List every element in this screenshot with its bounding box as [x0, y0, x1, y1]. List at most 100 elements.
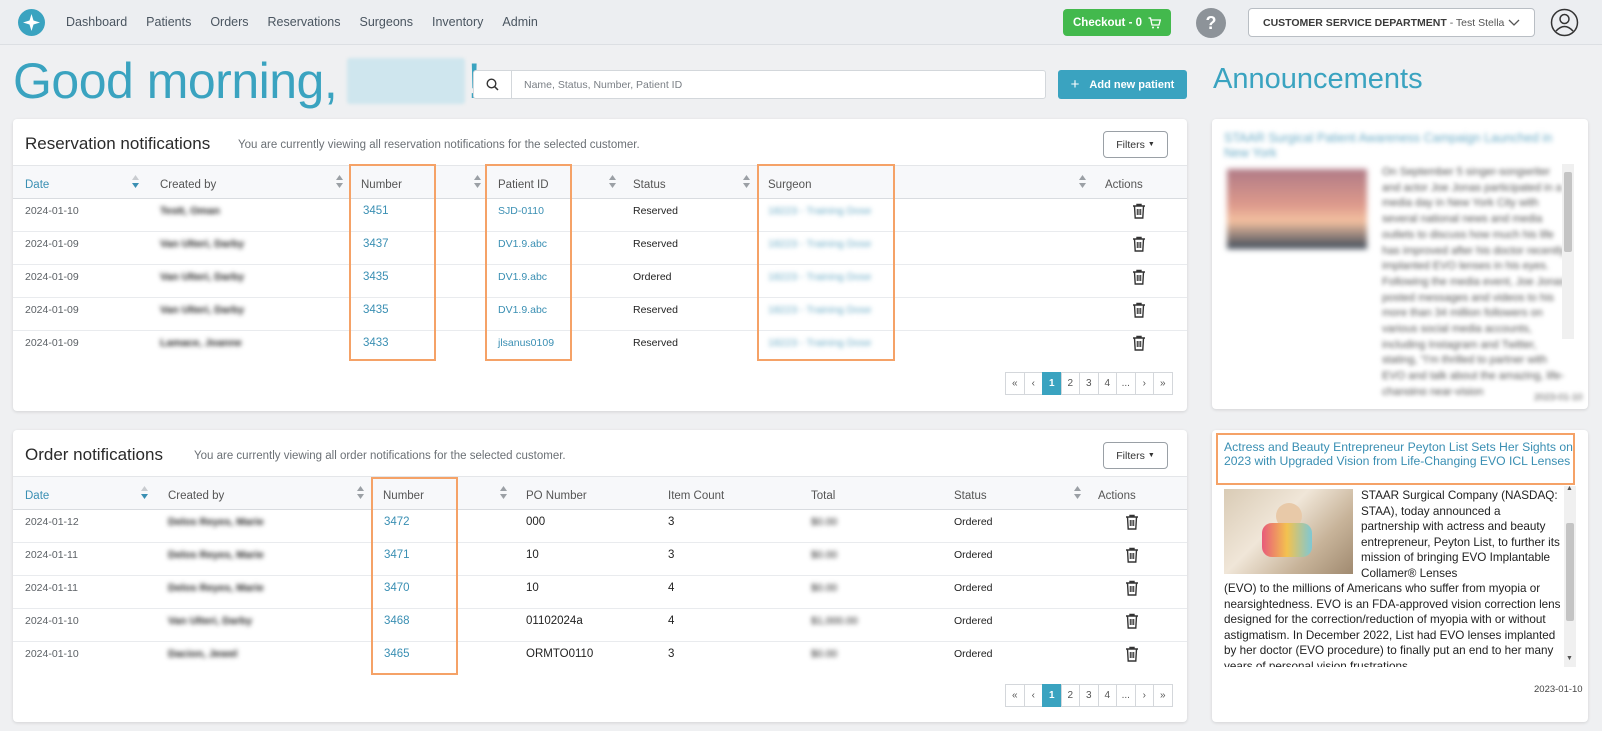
- col-date[interactable]: Date: [25, 179, 50, 191]
- row-patient-id-link[interactable]: DV1.9.abc: [498, 304, 548, 316]
- col-number[interactable]: Number: [383, 490, 424, 502]
- col-status[interactable]: Status: [633, 179, 666, 191]
- announcement-headline-link[interactable]: STAAR Surgical Patient Awareness Campaig…: [1224, 131, 1553, 160]
- row-date: 2024-01-09: [25, 271, 79, 283]
- trash-icon[interactable]: [1125, 613, 1139, 629]
- scroll-down-icon[interactable]: ▼: [1566, 655, 1573, 662]
- table-row[interactable]: 2024-01-10 Testt, Oman 3451 SJD-0110 Res…: [13, 199, 1187, 232]
- pager-page-2[interactable]: 2: [1060, 372, 1080, 395]
- row-number-link[interactable]: 3471: [384, 549, 410, 561]
- sort-icon[interactable]: [141, 486, 148, 499]
- order-filters-button[interactable]: Filters ▼: [1103, 442, 1168, 469]
- row-patient-id-link[interactable]: jlsanus0109: [498, 337, 555, 349]
- col-created-by[interactable]: Created by: [160, 179, 217, 191]
- table-row[interactable]: 2024-01-10 Dacion, Jewel 3465 ORMTO0110 …: [13, 642, 1187, 675]
- row-number-link[interactable]: 3472: [384, 516, 410, 528]
- row-number-link[interactable]: 3465: [384, 648, 410, 660]
- sort-icon[interactable]: [357, 486, 364, 499]
- row-number-link[interactable]: 3468: [384, 615, 410, 627]
- table-row[interactable]: 2024-01-09 Van Ulteri, Darby 3435 DV1.9.…: [13, 265, 1187, 298]
- row-surgeon-link[interactable]: 18223 - Training Dose: [768, 304, 872, 316]
- pager-next[interactable]: ›: [1134, 372, 1154, 395]
- search-icon[interactable]: [474, 71, 512, 98]
- pager-next[interactable]: ›: [1134, 684, 1154, 707]
- col-patient-id[interactable]: Patient ID: [498, 179, 549, 191]
- scroll-up-icon[interactable]: ▲: [1566, 485, 1573, 492]
- pager-prev[interactable]: ‹: [1023, 372, 1043, 395]
- reservation-filters-button[interactable]: Filters ▼: [1103, 131, 1168, 158]
- nav-dashboard[interactable]: Dashboard: [66, 15, 128, 29]
- nav-patients[interactable]: Patients: [146, 15, 192, 29]
- sort-icon[interactable]: [609, 175, 616, 188]
- trash-icon[interactable]: [1132, 203, 1146, 219]
- pager-page-4[interactable]: 4: [1097, 684, 1117, 707]
- nav-admin[interactable]: Admin: [502, 15, 538, 29]
- pager-page-3[interactable]: 3: [1079, 372, 1099, 395]
- announcement-headline-link[interactable]: Actress and Beauty Entrepreneur Peyton L…: [1224, 440, 1573, 469]
- row-number-link[interactable]: 3437: [363, 238, 389, 250]
- announcement-scrollbar[interactable]: [1562, 164, 1574, 339]
- row-surgeon-link[interactable]: 18223 - Training Dose: [768, 238, 872, 250]
- pager-last[interactable]: »: [1153, 684, 1173, 707]
- nav-reservations[interactable]: Reservations: [267, 15, 341, 29]
- row-patient-id-link[interactable]: DV1.9.abc: [498, 271, 548, 283]
- table-row[interactable]: 2024-01-09 Lamace, Joanne 3433 jlsanus01…: [13, 331, 1187, 364]
- pager-last[interactable]: »: [1153, 372, 1173, 395]
- col-number[interactable]: Number: [361, 179, 402, 191]
- trash-icon[interactable]: [1132, 269, 1146, 285]
- row-number-link[interactable]: 3435: [363, 304, 389, 316]
- row-patient-id-link[interactable]: SJD-0110: [498, 205, 544, 217]
- pager-page-3[interactable]: 3: [1079, 684, 1099, 707]
- add-new-patient-button[interactable]: + Add new patient: [1058, 70, 1187, 99]
- sort-icon[interactable]: [1079, 175, 1086, 188]
- nav-orders[interactable]: Orders: [210, 15, 249, 29]
- pager-page-2[interactable]: 2: [1060, 684, 1080, 707]
- row-number-link[interactable]: 3470: [384, 582, 410, 594]
- col-date[interactable]: Date: [25, 490, 50, 502]
- nav-inventory[interactable]: Inventory: [432, 15, 484, 29]
- trash-icon[interactable]: [1125, 514, 1139, 530]
- table-row[interactable]: 2024-01-11 Delos Reyes, Marie 3470 10 4 …: [13, 576, 1187, 609]
- trash-icon[interactable]: [1125, 580, 1139, 596]
- table-row[interactable]: 2024-01-09 Van Ulteri, Darby 3437 DV1.9.…: [13, 232, 1187, 265]
- user-account-icon[interactable]: [1550, 8, 1579, 37]
- trash-icon[interactable]: [1125, 547, 1139, 563]
- pager-page-4[interactable]: 4: [1097, 372, 1117, 395]
- announcement-scrollbar[interactable]: ▲ ▼: [1564, 485, 1576, 667]
- pager-page-1[interactable]: 1: [1042, 684, 1062, 707]
- table-row[interactable]: 2024-01-12 Delos Reyes, Marie 3472 000 3…: [13, 510, 1187, 543]
- row-number-link[interactable]: 3433: [363, 337, 389, 349]
- nav-surgeons[interactable]: Surgeons: [359, 15, 413, 29]
- trash-icon[interactable]: [1132, 302, 1146, 318]
- sort-icon[interactable]: [132, 175, 139, 188]
- pager-prev[interactable]: ‹: [1023, 684, 1043, 707]
- row-surgeon-link[interactable]: 18223 - Training Dose: [768, 271, 872, 283]
- pager-first[interactable]: «: [1005, 372, 1025, 395]
- row-surgeon-link[interactable]: 18223 - Training Dose: [768, 337, 872, 349]
- sort-icon[interactable]: [474, 175, 481, 188]
- row-patient-id-link[interactable]: DV1.9.abc: [498, 238, 548, 250]
- trash-icon[interactable]: [1125, 646, 1139, 662]
- checkout-button[interactable]: Checkout - 0: [1063, 9, 1171, 36]
- row-number-link[interactable]: 3435: [363, 271, 389, 283]
- trash-icon[interactable]: [1132, 236, 1146, 252]
- col-status[interactable]: Status: [954, 490, 987, 502]
- sort-icon[interactable]: [1074, 486, 1081, 499]
- table-row[interactable]: 2024-01-11 Delos Reyes, Marie 3471 10 3 …: [13, 543, 1187, 576]
- table-row[interactable]: 2024-01-10 Van Ulteri, Darby 3468 011020…: [13, 609, 1187, 642]
- search-input[interactable]: [512, 78, 1032, 91]
- trash-icon[interactable]: [1132, 335, 1146, 351]
- sort-icon[interactable]: [743, 175, 750, 188]
- sort-icon[interactable]: [336, 175, 343, 188]
- pager-page-1[interactable]: 1: [1042, 372, 1062, 395]
- department-select[interactable]: CUSTOMER SERVICE DEPARTMENT - Test Stell…: [1248, 8, 1535, 37]
- app-logo[interactable]: [18, 9, 45, 36]
- sort-icon[interactable]: [500, 486, 507, 499]
- row-surgeon-link[interactable]: 18223 - Training Dose: [768, 205, 872, 217]
- row-number-link[interactable]: 3451: [363, 205, 389, 217]
- col-created-by[interactable]: Created by: [168, 490, 225, 502]
- table-row[interactable]: 2024-01-09 Van Ulteri, Darby 3435 DV1.9.…: [13, 298, 1187, 331]
- pager-first[interactable]: «: [1005, 684, 1025, 707]
- col-surgeon[interactable]: Surgeon: [768, 179, 812, 191]
- help-icon[interactable]: ?: [1196, 8, 1226, 38]
